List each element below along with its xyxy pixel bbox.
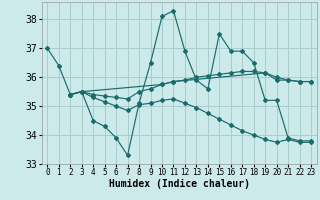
X-axis label: Humidex (Indice chaleur): Humidex (Indice chaleur) xyxy=(109,179,250,189)
